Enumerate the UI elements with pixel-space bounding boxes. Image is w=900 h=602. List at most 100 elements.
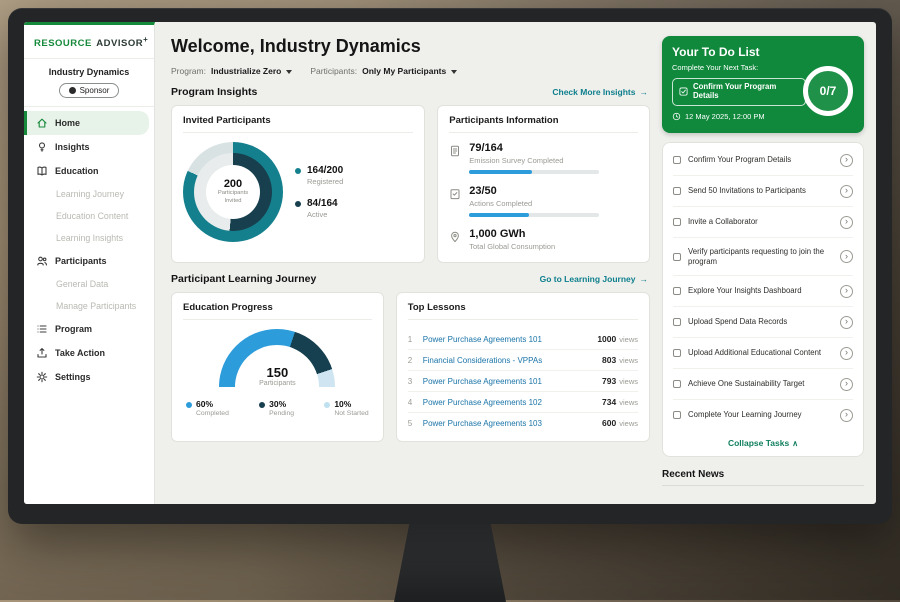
collapse-tasks-link[interactable]: Collapse Tasks∧ [673, 430, 853, 451]
program-insights-title: Program Insights [171, 86, 257, 98]
navy-dot-icon [295, 201, 301, 207]
task-row[interactable]: Upload Spend Data Records › [673, 307, 853, 338]
chevron-right-icon[interactable]: › [840, 316, 853, 329]
next-task[interactable]: Confirm Your Program Details [672, 78, 806, 106]
sidebar-item-general-data[interactable]: General Data [24, 273, 149, 295]
chevron-right-icon[interactable]: › [840, 154, 853, 167]
navy-dot-icon [259, 402, 265, 408]
todo-title: Your To Do List [672, 45, 854, 59]
checklist-icon [449, 187, 461, 199]
education-gauge-chart: 150 Participants [219, 329, 335, 387]
task-row[interactable]: Complete Your Learning Journey › [673, 400, 853, 430]
task-row[interactable]: Achieve One Sustainability Target › [673, 369, 853, 400]
sidebar-item-home[interactable]: Home [24, 111, 149, 135]
sponsor-badge[interactable]: Sponsor [59, 83, 120, 98]
sidebar-item-participants[interactable]: Participants [24, 249, 149, 273]
sidebar-item-label: Program [55, 324, 92, 334]
go-to-learning-journey-link[interactable]: Go to Learning Journey → [540, 274, 648, 284]
lesson-row: 2 Financial Considerations - VPPAs 803vi… [408, 350, 638, 371]
sidebar-item-label: Insights [55, 142, 90, 152]
insights-cards-row: Invited Participants 200 Participants In… [171, 105, 650, 263]
lesson-link[interactable]: Power Purchase Agreements 103 [423, 419, 595, 428]
logo-advisor: ADVISOR+ [96, 38, 148, 49]
checkbox-icon[interactable] [673, 349, 681, 357]
donut-center-value: 200 [224, 178, 242, 190]
task-row[interactable]: Invite a Collaborator › [673, 207, 853, 238]
chevron-right-icon[interactable]: › [840, 378, 853, 391]
checkbox-icon[interactable] [673, 218, 681, 226]
sidebar-item-insights[interactable]: Insights [24, 135, 149, 159]
checkbox-icon[interactable] [673, 380, 681, 388]
chevron-right-icon[interactable]: › [840, 409, 853, 422]
stat-emission-survey: 79/164 Emission Survey Completed [449, 142, 638, 174]
todo-progress-ring: 0/7 [803, 66, 853, 116]
lesson-link[interactable]: Power Purchase Agreements 101 [423, 335, 591, 344]
lesson-row: 3 Power Purchase Agreements 101 793views [408, 371, 638, 392]
lesson-link[interactable]: Power Purchase Agreements 101 [423, 377, 595, 386]
sidebar-item-learning-journey[interactable]: Learning Journey [24, 183, 149, 205]
participants-filter-value: Only My Participants [362, 66, 446, 76]
sidebar-item-label: Settings [55, 372, 91, 382]
task-row[interactable]: Upload Additional Educational Content › [673, 338, 853, 369]
sponsor-label: Sponsor [80, 86, 110, 95]
task-row[interactable]: Confirm Your Program Details › [673, 145, 853, 176]
checkbox-icon[interactable] [673, 287, 681, 295]
page-title: Welcome, Industry Dynamics [171, 36, 650, 57]
sidebar-divider [24, 106, 154, 107]
lightbulb-icon [36, 141, 48, 153]
chevron-up-icon: ∧ [792, 439, 798, 448]
task-row[interactable]: Send 50 Invitations to Participants › [673, 176, 853, 207]
check-more-insights-link[interactable]: Check More Insights → [552, 87, 648, 97]
legend-not-started: 10% Not Started [324, 399, 368, 417]
chevron-right-icon[interactable]: › [840, 185, 853, 198]
sidebar-item-label: Education [55, 166, 99, 176]
gauge-legend: 60% Completed 30% Pending [183, 399, 372, 417]
tasks-list-card: Confirm Your Program Details › Send 50 I… [662, 142, 864, 457]
sidebar-item-take-action[interactable]: Take Action [24, 341, 149, 365]
chevron-down-icon [451, 70, 457, 74]
legend-pending: 30% Pending [259, 399, 294, 417]
todo-summary-card: Your To Do List Complete Your Next Task:… [662, 36, 864, 133]
checkbox-icon[interactable] [673, 318, 681, 326]
sidebar-item-program[interactable]: Program [24, 317, 149, 341]
chevron-right-icon[interactable]: › [840, 285, 853, 298]
eduprog-card-title: Education Progress [183, 302, 372, 320]
checkbox-icon[interactable] [673, 187, 681, 195]
sidebar-item-label: Manage Participants [56, 301, 136, 311]
lesson-link[interactable]: Financial Considerations - VPPAs [423, 356, 595, 365]
sidebar-item-settings[interactable]: Settings [24, 365, 149, 389]
sidebar-item-label: Education Content [56, 211, 128, 221]
sidebar-item-manage-participants[interactable]: Manage Participants [24, 295, 149, 317]
participants-filter-label: Participants: [310, 66, 357, 76]
chevron-right-icon[interactable]: › [840, 347, 853, 360]
legend-completed: 60% Completed [186, 399, 229, 417]
sidebar-item-learning-insights[interactable]: Learning Insights [24, 227, 149, 249]
checkbox-icon[interactable] [673, 253, 681, 261]
checkbox-icon[interactable] [673, 411, 681, 419]
sidebar-item-label: Learning Insights [56, 233, 123, 243]
program-filter[interactable]: Program: Industrialize Zero [171, 66, 292, 76]
recent-news-heading: Recent News [662, 469, 864, 486]
sidebar-item-label: General Data [56, 279, 108, 289]
people-icon [36, 255, 48, 267]
invited-donut-chart: 200 Participants Invited [183, 142, 283, 242]
sidebar-item-label: Home [55, 118, 80, 128]
chevron-right-icon[interactable]: › [840, 250, 853, 263]
org-name: Industry Dynamics [24, 59, 154, 79]
lesson-link[interactable]: Power Purchase Agreements 102 [423, 398, 595, 407]
education-progress-card: Education Progress 150 Participants [171, 292, 384, 442]
pale-dot-icon [324, 402, 330, 408]
invited-participants-card: Invited Participants 200 Participants In… [171, 105, 425, 263]
sidebar-item-education[interactable]: Education [24, 159, 149, 183]
learning-journey-title: Participant Learning Journey [171, 273, 316, 285]
participants-filter[interactable]: Participants: Only My Participants [310, 66, 457, 76]
task-row[interactable]: Verify participants requesting to join t… [673, 238, 853, 276]
sidebar-item-education-content[interactable]: Education Content [24, 205, 149, 227]
chevron-right-icon[interactable]: › [840, 216, 853, 229]
donut-legend: 164/200 Registered 84/164 Active [295, 165, 343, 219]
task-row[interactable]: Explore Your Insights Dashboard › [673, 276, 853, 307]
lesson-row: 5 Power Purchase Agreements 103 600views [408, 413, 638, 433]
checkbox-icon[interactable] [673, 156, 681, 164]
learning-cards-row: Education Progress 150 Participants [171, 292, 650, 442]
donut-center-label: Participants Invited [213, 190, 253, 206]
